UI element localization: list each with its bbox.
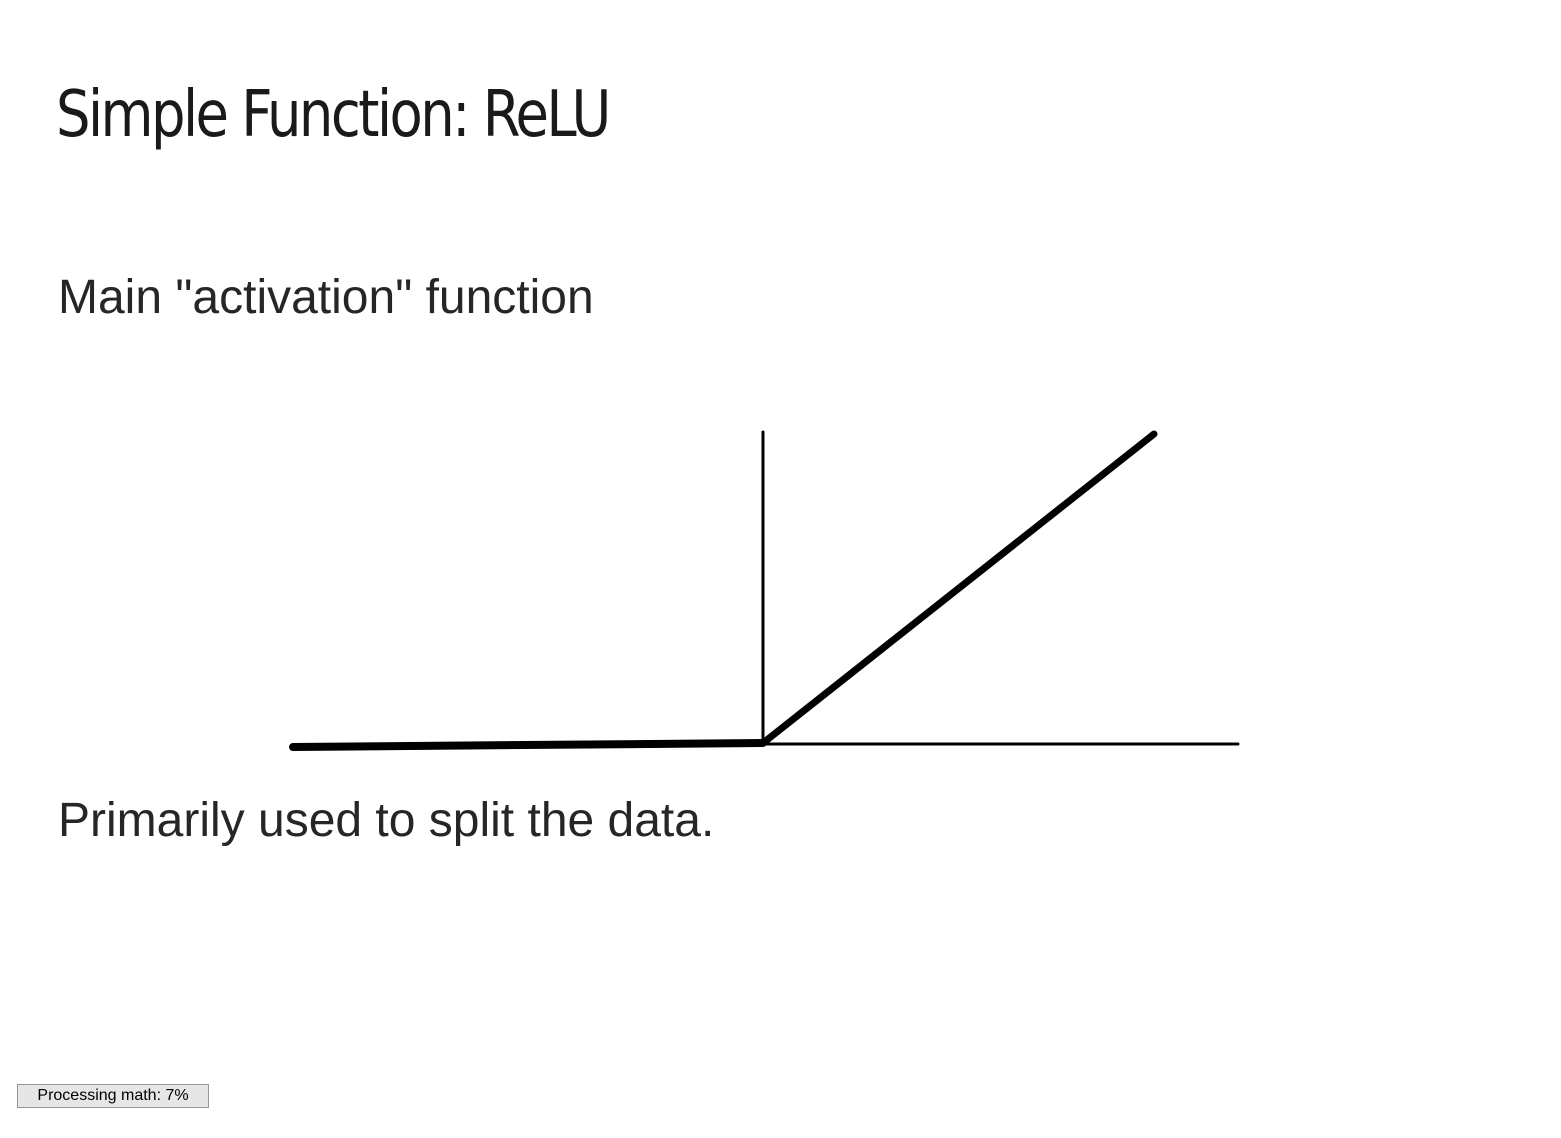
math-processing-status: Processing math: 7% (17, 1084, 209, 1108)
slide-caption: Primarily used to split the data. (58, 794, 715, 847)
relu-linear-segment (759, 430, 1158, 747)
relu-flat-segment (289, 739, 767, 751)
slide-subtitle: Main "activation" function (58, 271, 594, 324)
slide-title: Simple Function: ReLU (56, 78, 611, 152)
